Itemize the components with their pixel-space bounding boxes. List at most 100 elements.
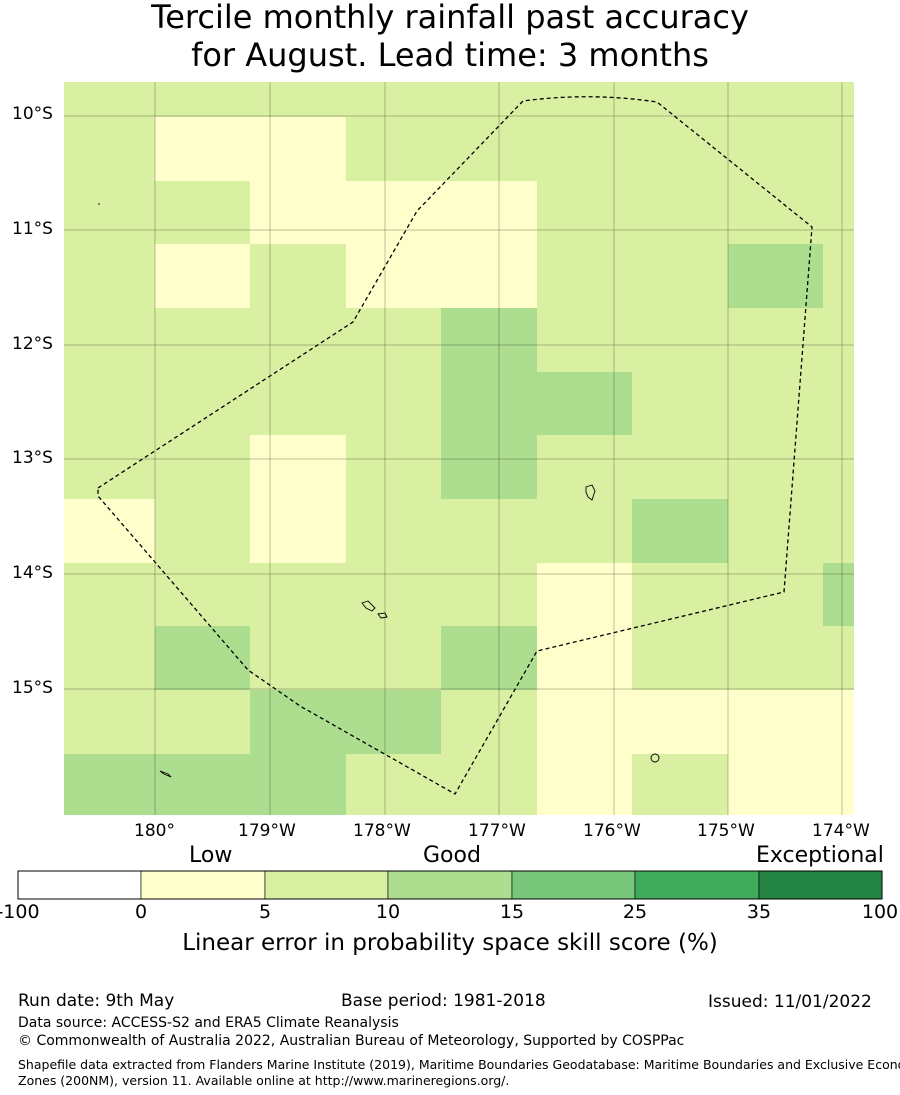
skill-cell [823,181,854,244]
skill-cell [632,308,728,372]
skill-cell [64,308,155,372]
colorbar-frame [17,870,883,900]
island-outline [159,770,172,778]
skill-cell [155,626,250,690]
skill-cell [441,372,537,435]
colorbar-segment [387,870,513,900]
skill-cell [441,626,537,690]
island-outline [377,612,388,619]
lat-label-12s: 12°S [12,334,53,354]
skill-cell [155,372,250,435]
skill-cell [64,244,155,308]
skill-cell [250,435,346,499]
shapefile-credit-line1: Shapefile data extracted from Flanders M… [18,1057,900,1072]
skill-cell [346,563,441,626]
skill-cell [728,82,823,117]
skill-cell [632,499,728,563]
skill-grid-cells [64,82,854,815]
skill-cell [537,372,632,435]
skill-cell [64,754,155,815]
skill-cell [155,308,250,372]
skill-cell [250,563,346,626]
skill-cell [346,435,441,499]
skill-cell [728,499,823,563]
skill-cell [346,181,441,244]
skill-cell [441,308,537,372]
skill-cell [250,690,346,754]
data-source: Data source: ACCESS-S2 and ERA5 Climate … [18,1015,399,1031]
skill-cell [441,690,537,754]
skill-cell [537,563,632,626]
skill-cell [728,372,823,435]
skill-cell [728,754,823,815]
skill-cell [441,181,537,244]
skill-cell [823,244,854,308]
skill-cell [823,626,854,690]
lon-label-180: 180° [134,821,175,841]
skill-cell [441,244,537,308]
skill-cell [155,181,250,244]
islands [98,203,660,778]
colorbar-tick: 5 [258,901,272,923]
island-outline [585,484,596,501]
skill-cell [64,372,155,435]
map-title-line2: for August. Lead time: 3 months [191,36,709,74]
skill-cell [155,754,250,815]
skill-cell [250,499,346,563]
legend-category-low: Low [189,843,233,868]
skill-cell [537,308,632,372]
skill-cell [537,690,632,754]
skill-cell [64,435,155,499]
colorbar-tick: 15 [499,901,525,923]
skill-cell [250,754,346,815]
skill-cell [441,754,537,815]
lat-label-13s: 13°S [12,448,53,468]
skill-cell [155,82,250,117]
island-outline [361,600,376,612]
lon-label-177w: 177°W [468,821,526,841]
colorbar-segment [140,870,266,900]
colorbar-label: Linear error in probability space skill … [182,930,718,956]
skill-cell [64,82,155,117]
skill-cell [346,626,441,690]
skill-cell [537,82,632,117]
skill-cell [346,82,441,117]
lon-label-175w: 175°W [697,821,755,841]
skill-cell [632,754,728,815]
colorbar-tick: 25 [622,901,648,923]
skill-cell [64,563,155,626]
skill-cell [632,372,728,435]
skill-cell [823,82,854,117]
shapefile-credit-line2: Zones (200NM), version 11. Available onl… [18,1073,510,1088]
lon-label-176w: 176°W [583,821,641,841]
skill-cell [64,626,155,690]
skill-cell [632,690,728,754]
skill-cell [250,181,346,244]
skill-cell [728,181,823,244]
lat-label-15s: 15°S [12,678,53,698]
skill-cell [537,117,632,181]
skill-cell [441,499,537,563]
skill-cell [250,308,346,372]
skill-cell [155,117,250,181]
skill-cell [250,244,346,308]
colorbar-segment [634,870,760,900]
skill-cell [155,499,250,563]
lon-label-179w: 179°W [238,821,296,841]
map-title-line1: Tercile monthly rainfall past accuracy [151,0,749,36]
eez-boundary [97,96,813,795]
skill-cell [537,499,632,563]
island-outline [650,753,660,763]
skill-cell [823,499,854,563]
copyright: © Commonwealth of Australia 2022, Austra… [18,1033,685,1049]
lon-label-178w: 178°W [353,821,411,841]
skill-cell [632,181,728,244]
skill-cell [632,435,728,499]
skill-cell [250,82,346,117]
colorbar-tick: 0 [134,901,148,923]
skill-cell [441,82,537,117]
colorbar-tick: 35 [746,901,772,923]
skill-cell [155,690,250,754]
skill-cell [441,117,537,181]
